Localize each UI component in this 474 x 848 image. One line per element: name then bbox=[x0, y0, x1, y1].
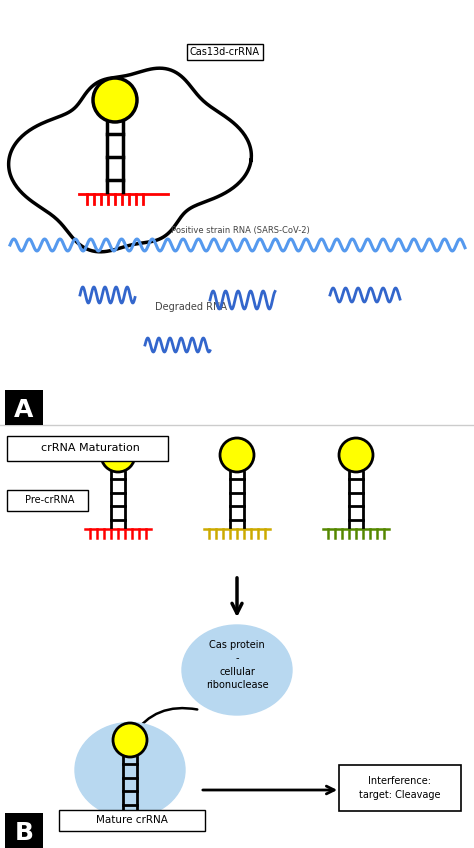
FancyBboxPatch shape bbox=[8, 436, 168, 460]
Ellipse shape bbox=[75, 722, 185, 817]
Ellipse shape bbox=[182, 625, 292, 715]
Circle shape bbox=[339, 438, 373, 472]
Text: A: A bbox=[14, 398, 34, 422]
Text: Positive strain RNA (SARS-CoV-2): Positive strain RNA (SARS-CoV-2) bbox=[171, 226, 310, 235]
FancyBboxPatch shape bbox=[5, 813, 43, 848]
Text: Degraded RNA: Degraded RNA bbox=[155, 302, 227, 312]
Text: Cas protein
-
cellular
ribonuclease: Cas protein - cellular ribonuclease bbox=[206, 640, 268, 689]
Text: Interference:
target: Cleavage: Interference: target: Cleavage bbox=[359, 777, 441, 800]
Circle shape bbox=[101, 438, 135, 472]
FancyBboxPatch shape bbox=[8, 489, 89, 510]
Text: Cas13d-crRNA: Cas13d-crRNA bbox=[190, 47, 260, 57]
Circle shape bbox=[220, 438, 254, 472]
Circle shape bbox=[113, 723, 147, 757]
Circle shape bbox=[93, 78, 137, 122]
Text: B: B bbox=[15, 821, 34, 845]
FancyBboxPatch shape bbox=[60, 810, 206, 830]
Text: Pre-crRNA: Pre-crRNA bbox=[25, 495, 75, 505]
Text: Mature crRNA: Mature crRNA bbox=[96, 815, 168, 825]
Text: crRNA Maturation: crRNA Maturation bbox=[41, 443, 139, 453]
FancyBboxPatch shape bbox=[339, 765, 461, 811]
FancyBboxPatch shape bbox=[5, 390, 43, 425]
